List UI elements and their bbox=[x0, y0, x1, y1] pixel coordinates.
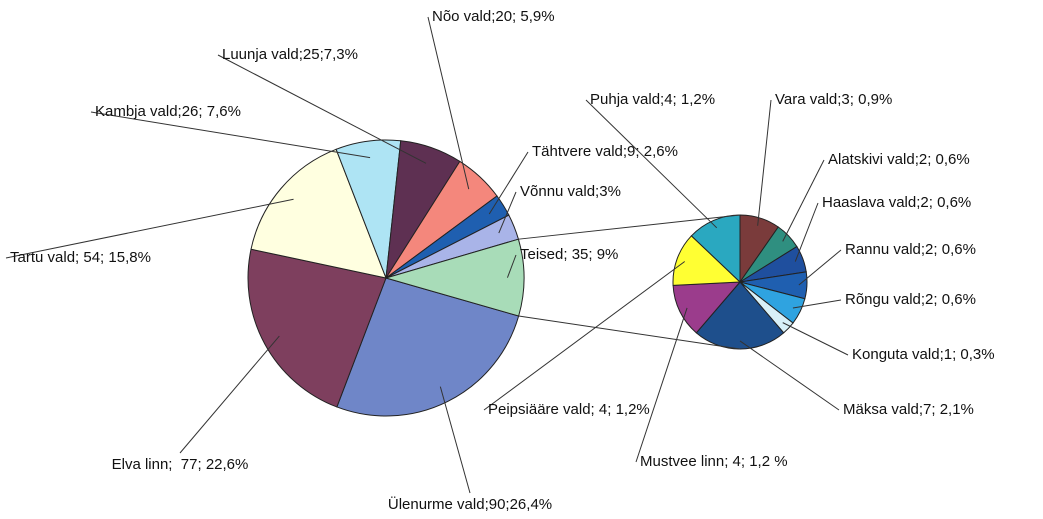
slice-label: Alatskivi vald;2; 0,6% bbox=[828, 151, 970, 168]
slice-label: Rannu vald;2; 0,6% bbox=[845, 241, 976, 258]
connector-line bbox=[518, 315, 741, 350]
leader-line bbox=[439, 386, 471, 494]
leader-line bbox=[635, 307, 688, 463]
leader-line bbox=[5, 198, 294, 259]
slice-label: Võnnu vald;3% bbox=[520, 183, 621, 200]
slice-label: Mustvee linn; 4; 1,2 % bbox=[640, 453, 788, 470]
leader-line bbox=[488, 151, 529, 215]
pie-slice bbox=[695, 281, 785, 350]
slice-label: Tähtvere vald;9; 2,6% bbox=[532, 143, 678, 160]
slice-label: Konguta vald;1; 0,3% bbox=[852, 346, 995, 363]
leader-line bbox=[757, 99, 772, 226]
leader-line bbox=[794, 202, 819, 262]
pie-slice bbox=[247, 248, 387, 408]
leader-line bbox=[90, 111, 371, 159]
leader-line bbox=[798, 249, 842, 286]
connector-line bbox=[518, 214, 741, 240]
slice-label: Haaslava vald;2; 0,6% bbox=[822, 194, 971, 211]
slice-label: Luunja vald;25;7,3% bbox=[222, 46, 358, 63]
leader-line bbox=[498, 191, 517, 234]
leader-line bbox=[427, 16, 470, 190]
pie-slice bbox=[250, 148, 387, 279]
leader-line bbox=[585, 99, 718, 229]
leader-line bbox=[483, 261, 686, 411]
slice-label: Teised; 35; 9% bbox=[520, 246, 618, 263]
slice-label: Ülenurme vald;90;26,4% bbox=[388, 495, 552, 513]
leader-line bbox=[782, 159, 825, 242]
slice-label: Nõo vald;20; 5,9% bbox=[432, 8, 555, 25]
leader-line bbox=[179, 335, 280, 454]
slice-label: Mäksa vald;7; 2,1% bbox=[843, 401, 974, 418]
slice-label: Tartu vald; 54; 15,8% bbox=[10, 249, 151, 266]
slice-label: Vara vald;3; 0,9% bbox=[775, 91, 892, 108]
pie-slice bbox=[336, 277, 520, 417]
leader-line bbox=[739, 340, 840, 411]
leader-line bbox=[792, 299, 842, 309]
slice-label: Puhja vald;4; 1,2% bbox=[590, 91, 715, 108]
leader-line bbox=[782, 322, 849, 356]
slice-label: Elva linn; 77; 22,6% bbox=[112, 456, 249, 473]
leader-line bbox=[506, 254, 517, 278]
slice-label: Kambja vald;26; 7,6% bbox=[95, 103, 241, 120]
slice-label: Peipsiääre vald; 4; 1,2% bbox=[488, 401, 650, 418]
slice-label: Rõngu vald;2; 0,6% bbox=[845, 291, 976, 308]
leader-line bbox=[217, 54, 427, 164]
